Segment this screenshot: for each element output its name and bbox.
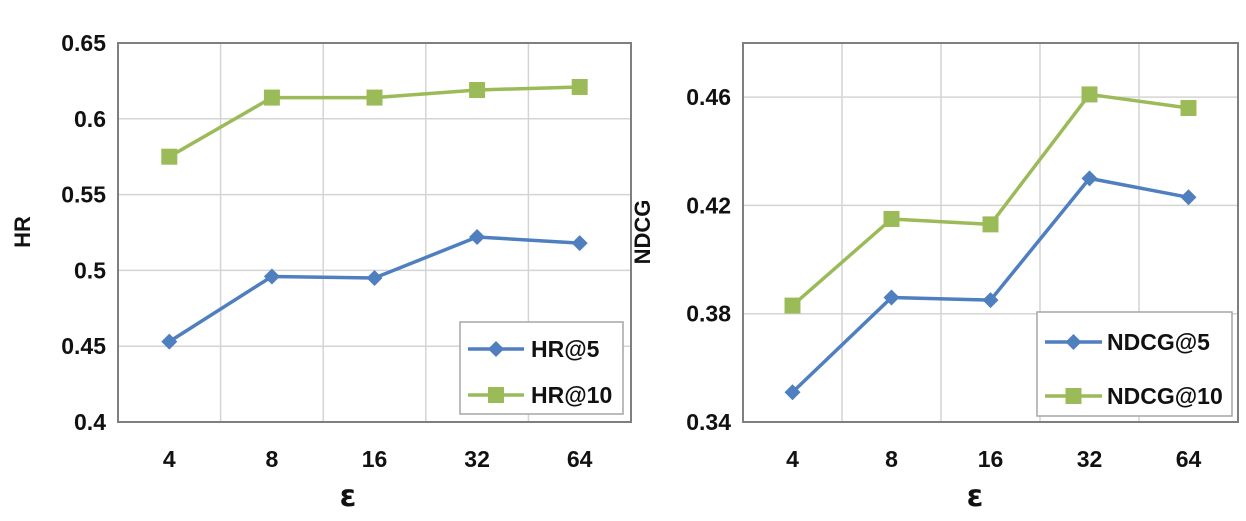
legend-label: NDCG@5 <box>1107 329 1210 355</box>
chart-panel-1: 0.4 0.45 0.5 0.55 0.6 0.65 4 8 16 32 64 HR ε HR@5 HR@1… <box>10 30 632 514</box>
x-tick-label: 4 <box>786 446 799 472</box>
y-axis-title: HR <box>10 216 35 248</box>
data-point <box>784 297 801 314</box>
legend-box <box>459 321 624 415</box>
data-point <box>366 89 383 106</box>
y-tick-label: 0.4 <box>74 409 106 435</box>
data-point <box>366 269 383 286</box>
data-point <box>263 89 280 106</box>
plot-area-border <box>117 42 632 423</box>
x-tick-label: 16 <box>978 446 1004 472</box>
data-point <box>161 333 178 350</box>
x-tick-label: 8 <box>266 446 279 472</box>
data-point <box>883 289 900 306</box>
y-tick-label: 0.34 <box>686 409 731 435</box>
data-point <box>1180 99 1197 116</box>
x-tick-label: 64 <box>1176 446 1202 472</box>
data-point <box>1180 189 1197 206</box>
y-axis-title: NDCG <box>630 200 655 265</box>
chart-panel-2: 0.340.380.420.464 8 16 32 64NDCGεNDCG@5NDCG@… <box>630 42 1239 514</box>
series-line <box>791 92 1189 307</box>
x-tick-label: 64 <box>567 446 593 472</box>
data-point <box>1081 86 1098 103</box>
x-axis-title: ε <box>967 479 984 514</box>
legend-marker <box>1065 334 1082 350</box>
y-tick-label: 0.46 <box>686 84 731 110</box>
data-point <box>263 268 280 285</box>
x-tick-label: 32 <box>1077 446 1103 472</box>
x-tick-label: 16 <box>362 446 388 472</box>
legend: HR@5 HR@10 <box>459 321 624 415</box>
x-tick-label: 4 <box>163 446 176 472</box>
y-tick-label: 0.55 <box>61 182 106 208</box>
y-tick-label: 0.45 <box>61 333 106 359</box>
legend-label: NDCG@10 <box>1107 383 1223 409</box>
data-point <box>469 81 486 98</box>
data-point <box>1081 170 1098 187</box>
data-point <box>982 216 999 233</box>
y-tick-label: 0.5 <box>74 257 106 283</box>
series-HR@10 <box>161 78 588 165</box>
x-tick-label: 32 <box>464 446 490 472</box>
data-point <box>784 384 801 401</box>
data-point <box>571 78 588 95</box>
legend-marker <box>488 341 504 357</box>
data-point <box>469 229 486 246</box>
legend-marker <box>1065 388 1082 404</box>
data-point <box>571 235 588 252</box>
legend-label: HR@10 <box>531 382 612 408</box>
x-axis-title: ε <box>340 479 357 514</box>
data-point <box>883 210 900 227</box>
y-tick-label: 0.42 <box>686 192 731 218</box>
legend-marker <box>488 387 504 403</box>
y-tick-label: 0.65 <box>61 30 106 56</box>
series-NDCG@5 <box>784 170 1197 401</box>
legend: NDCG@5 NDCG@10 <box>1036 311 1233 417</box>
series-HR@5 <box>161 229 588 350</box>
series-NDCG@10 <box>784 86 1197 314</box>
x-tick-label: 8 <box>885 446 898 472</box>
data-point <box>982 292 999 309</box>
legend-label: HR@5 <box>531 336 600 362</box>
y-tick-label: 0.6 <box>74 106 106 132</box>
plot-area-border <box>742 42 1239 423</box>
data-point <box>161 148 178 165</box>
y-tick-label: 0.38 <box>686 301 731 327</box>
